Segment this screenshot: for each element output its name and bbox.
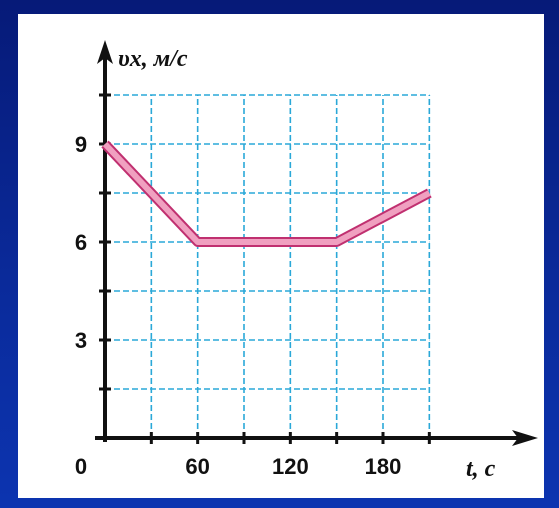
- x-tick-label: 60: [185, 454, 209, 479]
- y-axis-arrow: [97, 40, 113, 64]
- x-axis-title: t, с: [466, 456, 496, 482]
- ticks: 60 120 180 3 6 9: [75, 93, 431, 479]
- grid: [105, 94, 431, 438]
- y-tick-label: 6: [75, 230, 87, 255]
- x-tick-label: 120: [272, 454, 309, 479]
- chart-card: 60 120 180 3 6 9 0 υx, м/с t, с: [18, 14, 544, 498]
- x-tick-label: 180: [365, 454, 402, 479]
- y-axis-title: υx, м/с: [118, 46, 188, 72]
- axes: [95, 40, 538, 446]
- labels: 0 υx, м/с t, с: [75, 46, 496, 482]
- y-tick-label: 9: [75, 132, 87, 157]
- x-axis-arrow: [512, 430, 538, 446]
- y-tick-label: 3: [75, 328, 87, 353]
- series-line: [102, 141, 431, 245]
- velocity-time-chart: 60 120 180 3 6 9 0 υx, м/с t, с: [75, 40, 538, 482]
- origin-label: 0: [75, 454, 87, 479]
- series: [101, 140, 432, 247]
